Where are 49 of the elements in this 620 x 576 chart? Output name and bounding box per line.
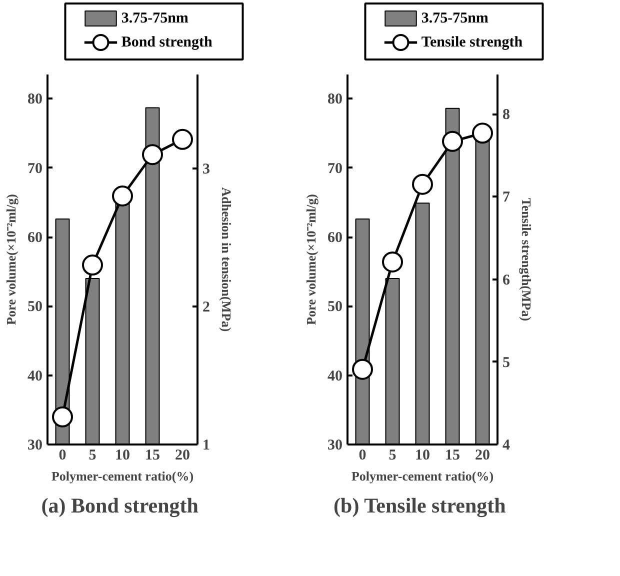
point (382, 251, 403, 272)
legend-label: Tensile strength (421, 34, 524, 50)
y2-axis-title: Adhesion in tension(MPa) (219, 187, 234, 332)
x-tick-label: 20 (175, 448, 190, 464)
y2-tick-label: 2 (202, 299, 210, 316)
y2-tick-label: 4 (502, 438, 510, 454)
y-tick-label: 70 (28, 160, 42, 177)
x-tick-label: 20 (475, 448, 490, 464)
point (52, 406, 73, 428)
point (112, 186, 133, 206)
y2-tick-label: 7 (502, 190, 510, 206)
text: (a) Bond strength (41, 494, 199, 518)
legend-label: Bond strength (121, 34, 213, 50)
y-tick-label: 30 (28, 438, 42, 454)
x-axis-title: Polymer-cement ratio(%) (51, 468, 194, 484)
legend-label: 3.75-75nm (121, 10, 189, 26)
y-tick-label: 80 (328, 92, 342, 108)
y-tick-label: 40 (328, 368, 342, 384)
point (142, 144, 163, 166)
x-tick-label: 15 (145, 448, 160, 464)
x-tick-label: 10 (415, 448, 430, 464)
y-axis-title: Pore volume(×10⁻²ml/g) (4, 194, 18, 325)
y2-tick-label: 5 (502, 354, 510, 371)
y-tick-label: 50 (28, 299, 42, 316)
x-tick-label: 15 (445, 448, 460, 464)
x-axis-title: Polymer-cement ratio(%) (351, 468, 494, 484)
y2-tick-label: 8 (502, 107, 510, 124)
x-tick-label: 0 (58, 448, 66, 464)
y-tick-label: 60 (28, 230, 42, 246)
y-tick-label: 80 (28, 92, 42, 108)
y2-tick-label: 6 (502, 272, 510, 288)
point (442, 130, 463, 152)
y-tick-label: 60 (328, 230, 342, 246)
point (352, 358, 373, 380)
y-tick-label: 40 (28, 368, 42, 384)
x-tick-label: 5 (388, 448, 396, 464)
point (82, 254, 103, 276)
y-tick-label: 70 (328, 160, 342, 177)
y-tick-label: 50 (328, 299, 342, 316)
legend-label: 3.75-75nm (421, 10, 489, 26)
x-tick-label: 5 (88, 448, 96, 464)
y-tick-label: 30 (328, 438, 342, 454)
y2-axis-title: Tensile strength(MPa) (519, 198, 534, 322)
text: (b) Tensile strength (334, 494, 506, 518)
x-tick-label: 0 (358, 448, 366, 464)
y2-tick-label: 3 (202, 161, 210, 178)
y-axis-title: Pore volume(×10⁻²ml/g) (304, 194, 318, 325)
x-tick-label: 10 (115, 448, 130, 464)
y2-tick-label: 1 (202, 438, 210, 454)
